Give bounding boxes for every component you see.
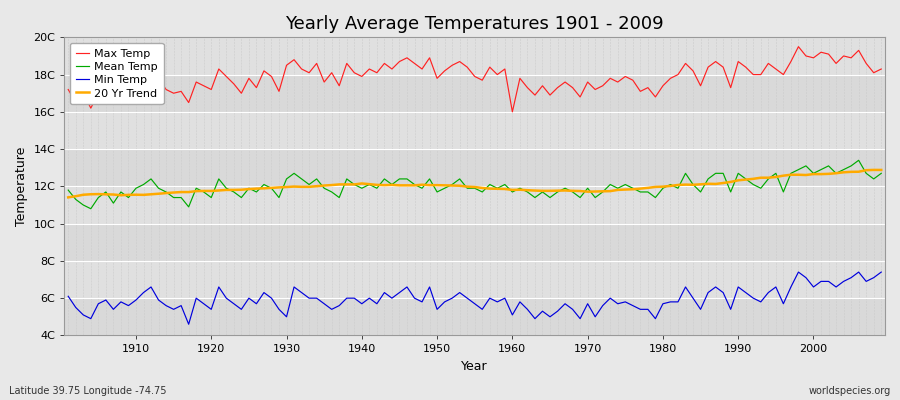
Max Temp bbox=[507, 110, 517, 114]
Mean Temp bbox=[605, 182, 616, 187]
Title: Yearly Average Temperatures 1901 - 2009: Yearly Average Temperatures 1901 - 2009 bbox=[285, 15, 664, 33]
X-axis label: Year: Year bbox=[462, 360, 488, 373]
Max Temp bbox=[605, 76, 616, 81]
Bar bbox=[65, 298, 885, 336]
Mean Temp bbox=[296, 176, 307, 181]
Min Temp bbox=[63, 294, 74, 299]
20 Yr Trend bbox=[598, 189, 608, 194]
Mean Temp bbox=[853, 158, 864, 163]
20 Yr Trend bbox=[123, 192, 134, 197]
Mean Temp bbox=[515, 186, 526, 191]
Min Temp bbox=[184, 322, 194, 327]
Text: worldspecies.org: worldspecies.org bbox=[809, 386, 891, 396]
Max Temp bbox=[334, 83, 345, 88]
Legend: Max Temp, Mean Temp, Min Temp, 20 Yr Trend: Max Temp, Mean Temp, Min Temp, 20 Yr Tre… bbox=[70, 43, 164, 104]
Line: Mean Temp: Mean Temp bbox=[68, 160, 881, 209]
Min Temp bbox=[605, 296, 616, 300]
Mean Temp bbox=[63, 188, 74, 192]
20 Yr Trend bbox=[507, 188, 517, 192]
Min Temp bbox=[793, 270, 804, 274]
Text: Latitude 39.75 Longitude -74.75: Latitude 39.75 Longitude -74.75 bbox=[9, 386, 166, 396]
Max Temp bbox=[793, 44, 804, 49]
Y-axis label: Temperature: Temperature bbox=[15, 147, 28, 226]
Max Temp bbox=[63, 87, 74, 92]
Max Temp bbox=[500, 67, 510, 72]
Line: Max Temp: Max Temp bbox=[68, 47, 881, 112]
Bar bbox=[65, 149, 885, 186]
20 Yr Trend bbox=[289, 184, 300, 189]
Mean Temp bbox=[130, 186, 141, 191]
Min Temp bbox=[515, 300, 526, 304]
Min Temp bbox=[296, 290, 307, 295]
Max Temp bbox=[289, 57, 300, 62]
Mean Temp bbox=[86, 206, 96, 211]
Bar bbox=[65, 224, 885, 261]
Line: 20 Yr Trend: 20 Yr Trend bbox=[68, 170, 881, 197]
Min Temp bbox=[507, 312, 517, 317]
Max Temp bbox=[123, 93, 134, 98]
Mean Temp bbox=[507, 190, 517, 194]
Mean Temp bbox=[876, 171, 886, 176]
Max Temp bbox=[515, 76, 526, 81]
20 Yr Trend bbox=[334, 182, 345, 187]
Bar bbox=[65, 0, 885, 37]
20 Yr Trend bbox=[500, 186, 510, 191]
20 Yr Trend bbox=[876, 168, 886, 172]
Line: Min Temp: Min Temp bbox=[68, 272, 881, 324]
Min Temp bbox=[123, 303, 134, 308]
Max Temp bbox=[876, 67, 886, 72]
Min Temp bbox=[876, 270, 886, 274]
20 Yr Trend bbox=[868, 168, 879, 172]
Min Temp bbox=[341, 296, 352, 300]
Mean Temp bbox=[341, 176, 352, 181]
Bar bbox=[65, 74, 885, 112]
20 Yr Trend bbox=[63, 195, 74, 200]
